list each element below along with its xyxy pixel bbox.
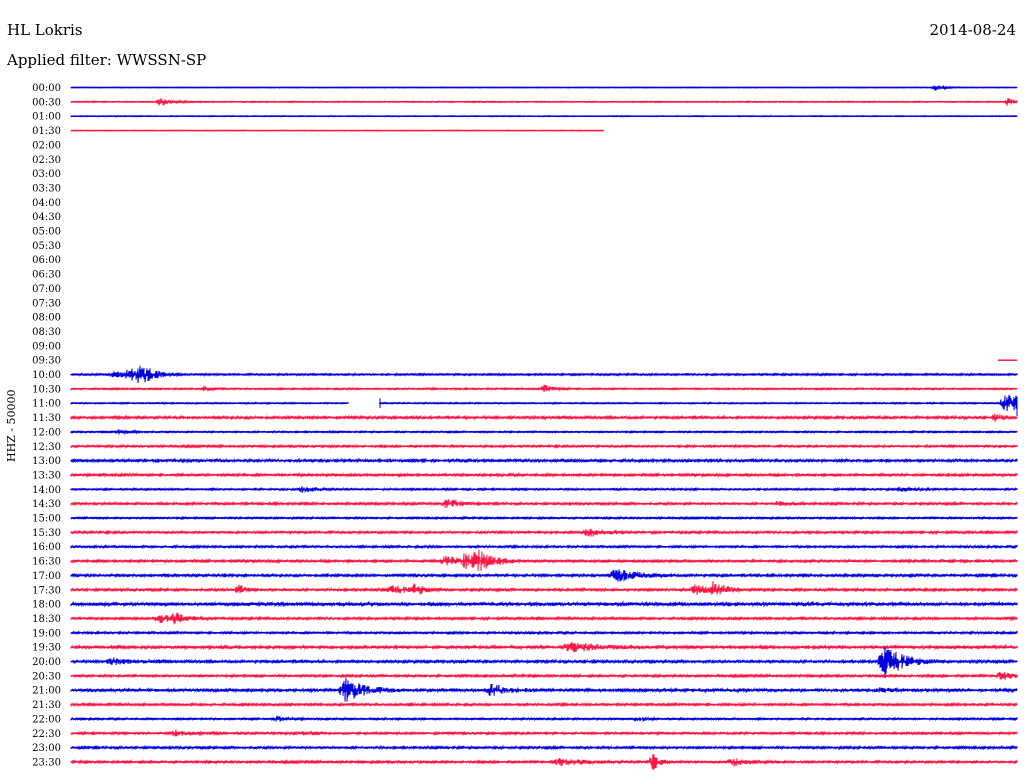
y-tick-label: 16:00 — [32, 542, 61, 553]
y-tick-label: 14:00 — [32, 485, 61, 496]
y-tick-label: 16:30 — [32, 557, 61, 568]
y-tick-label: 13:30 — [32, 470, 61, 481]
y-tick-label: 23:00 — [32, 743, 61, 754]
y-tick-label: 11:30 — [32, 413, 61, 424]
y-tick-label: 03:00 — [32, 169, 61, 180]
y-tick-label: 18:30 — [32, 614, 61, 625]
seismic-traces — [70, 84, 1018, 770]
y-tick-label: 05:00 — [32, 227, 61, 238]
y-tick-labels: 00:00 00:30 01:00 01:30 02:00 02:30 03:00 03:30… — [32, 83, 61, 768]
y-tick-label: 06:30 — [32, 270, 61, 281]
y-tick-label: 17:00 — [32, 571, 61, 582]
y-tick-label: 17:30 — [32, 585, 61, 596]
y-tick-label: 00:30 — [32, 97, 61, 108]
y-tick-label: 12:30 — [32, 442, 61, 453]
date-label: 2014-08-24 — [929, 21, 1016, 39]
trace-2000 — [70, 647, 1018, 679]
y-tick-label: 05:30 — [32, 241, 61, 252]
y-tick-label: 11:00 — [32, 399, 61, 410]
filter-label: Applied filter: WWSSN-SP — [7, 51, 207, 69]
y-tick-label: 19:00 — [32, 628, 61, 639]
y-tick-label: 19:30 — [32, 643, 61, 654]
y-tick-label: 01:00 — [32, 112, 61, 123]
trace-1730 — [70, 581, 1018, 595]
y-tick-label: 06:00 — [32, 255, 61, 266]
y-tick-label: 20:00 — [32, 657, 61, 668]
y-tick-label: 23:30 — [32, 757, 61, 768]
y-tick-label: 13:00 — [32, 456, 61, 467]
data-gap — [348, 401, 380, 406]
y-tick-label: 09:30 — [32, 356, 61, 367]
y-tick-label: 21:30 — [32, 700, 61, 711]
y-tick-label: 04:00 — [32, 198, 61, 209]
y-tick-label: 02:00 — [32, 140, 61, 151]
y-tick-label: 18:00 — [32, 600, 61, 611]
y-tick-label: 07:00 — [32, 284, 61, 295]
y-tick-label: 22:00 — [32, 714, 61, 725]
y-tick-label: 08:00 — [32, 313, 61, 324]
y-tick-label: 14:30 — [32, 499, 61, 510]
trace-1100 — [70, 394, 1018, 416]
y-tick-label: 04:30 — [32, 212, 61, 223]
y-tick-label: 00:00 — [32, 83, 61, 94]
station-title: HL Lokris — [7, 21, 83, 39]
y-tick-label: 03:30 — [32, 183, 61, 194]
y-tick-label: 01:30 — [32, 126, 61, 137]
y-tick-label: 20:30 — [32, 671, 61, 682]
y-tick-label: 15:00 — [32, 514, 61, 525]
y-tick-label: 12:00 — [32, 427, 61, 438]
y-tick-label: 09:00 — [32, 341, 61, 352]
y-tick-label: 07:30 — [32, 298, 61, 309]
trace-1630 — [70, 549, 1018, 571]
y-tick-label: 15:30 — [32, 528, 61, 539]
y-tick-label: 02:30 — [32, 155, 61, 166]
y-tick-label: 22:30 — [32, 729, 61, 740]
y-tick-label: 10:30 — [32, 384, 61, 395]
y-tick-label: 08:30 — [32, 327, 61, 338]
y-tick-label: 10:00 — [32, 370, 61, 381]
y-tick-label: 21:00 — [32, 686, 61, 697]
